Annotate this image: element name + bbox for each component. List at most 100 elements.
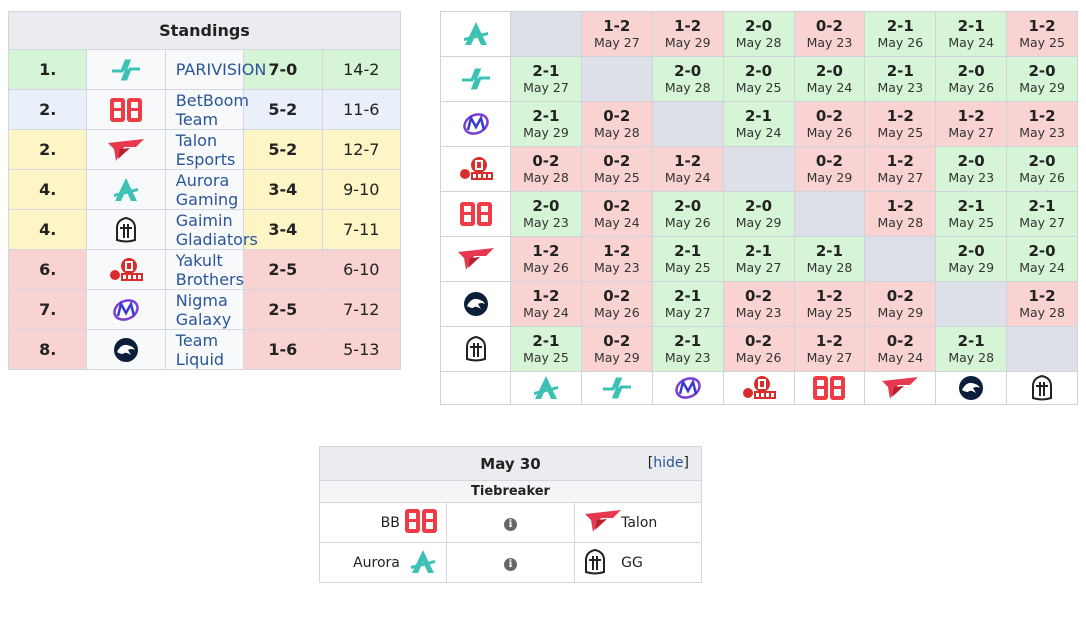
standings-team-link[interactable]: Nigma Galaxy bbox=[164, 289, 245, 330]
nigma-logo-icon[interactable] bbox=[440, 101, 511, 147]
crosstable-cell[interactable]: 2-1 May 23 bbox=[864, 56, 937, 102]
crosstable-cell[interactable]: 0-2 May 24 bbox=[580, 191, 653, 237]
crosstable-cell[interactable]: 1-2 May 23 bbox=[1006, 101, 1078, 147]
liquid-logo-icon[interactable] bbox=[86, 329, 166, 370]
crosstable-cell[interactable]: 2-1 May 27 bbox=[1006, 191, 1078, 237]
crosstable-cell[interactable]: 2-0 May 29 bbox=[1006, 56, 1078, 102]
crosstable-cell[interactable]: 1-2 May 28 bbox=[1006, 281, 1078, 327]
crosstable-cell[interactable]: 1-2 May 24 bbox=[651, 146, 724, 192]
gaimin-logo-icon[interactable] bbox=[583, 548, 617, 578]
crosstable-cell[interactable]: 0-2 May 29 bbox=[864, 281, 937, 327]
crosstable-cell[interactable]: 2-1 May 26 bbox=[864, 11, 937, 57]
liquid-logo-icon[interactable] bbox=[935, 371, 1008, 405]
hide-link[interactable]: hide bbox=[653, 455, 684, 471]
match-date: May 26 bbox=[593, 305, 640, 320]
crosstable-cell[interactable]: 2-0 May 29 bbox=[722, 191, 795, 237]
crosstable-cell[interactable]: 0-2 May 23 bbox=[722, 281, 795, 327]
crosstable-cell[interactable]: 1-2 May 27 bbox=[935, 101, 1008, 147]
parivision-logo-icon[interactable] bbox=[580, 371, 653, 405]
crosstable-cell[interactable]: 1-2 May 24 bbox=[510, 281, 582, 327]
yakult-logo-icon[interactable] bbox=[440, 146, 511, 192]
crosstable-cell[interactable]: 1-2 May 25 bbox=[864, 101, 937, 147]
liquid-logo-icon[interactable] bbox=[440, 281, 511, 327]
crosstable-cell[interactable]: 2-0 May 28 bbox=[651, 56, 724, 102]
betboom-logo-icon[interactable] bbox=[86, 89, 166, 130]
crosstable-cell[interactable]: 1-2 May 27 bbox=[580, 11, 653, 57]
crosstable-cell[interactable]: 0-2 May 26 bbox=[722, 326, 795, 372]
parivision-logo-icon[interactable] bbox=[86, 49, 166, 90]
aurora-logo-icon[interactable] bbox=[510, 371, 582, 405]
info-icon[interactable]: i bbox=[503, 517, 517, 531]
crosstable-cell[interactable]: 1-2 May 27 bbox=[864, 146, 937, 192]
standings-team-link[interactable]: Yakult Brothers bbox=[164, 249, 245, 290]
betboom-logo-icon[interactable] bbox=[440, 191, 511, 237]
crosstable-cell[interactable]: 2-1 May 24 bbox=[722, 101, 795, 147]
standings-team-link[interactable]: Talon Esports bbox=[164, 129, 245, 170]
crosstable-cell[interactable]: 0-2 May 25 bbox=[580, 146, 653, 192]
crosstable-cell[interactable]: 2-0 May 23 bbox=[510, 191, 582, 237]
crosstable-cell[interactable]: 1-2 May 23 bbox=[580, 236, 653, 282]
standings-team-link[interactable]: Gaimin Gladiators bbox=[164, 209, 258, 250]
talon-logo-icon[interactable] bbox=[864, 371, 937, 405]
crosstable-cell[interactable]: 2-0 May 23 bbox=[935, 146, 1008, 192]
yakult-logo-icon[interactable] bbox=[86, 249, 166, 290]
crosstable-cell[interactable]: 2-1 May 23 bbox=[651, 326, 724, 372]
crosstable-cell[interactable]: 2-1 May 28 bbox=[935, 326, 1008, 372]
talon-logo-icon[interactable] bbox=[440, 236, 511, 282]
crosstable-cell[interactable]: 2-1 May 27 bbox=[651, 281, 724, 327]
crosstable-cell[interactable]: 0-2 May 23 bbox=[793, 11, 866, 57]
crosstable-cell[interactable]: 2-1 May 24 bbox=[935, 11, 1008, 57]
aurora-logo-icon[interactable] bbox=[404, 548, 438, 578]
crosstable-cell[interactable]: 2-0 May 28 bbox=[722, 11, 795, 57]
crosstable-cell[interactable]: 2-1 May 25 bbox=[651, 236, 724, 282]
betboom-logo-icon[interactable] bbox=[793, 371, 866, 405]
crosstable-cell[interactable]: 0-2 May 29 bbox=[793, 146, 866, 192]
crosstable-cell[interactable]: 1-2 May 27 bbox=[793, 326, 866, 372]
betboom-logo-icon[interactable] bbox=[404, 508, 438, 538]
aurora-logo-icon[interactable] bbox=[440, 11, 511, 57]
nigma-logo-icon[interactable] bbox=[86, 289, 166, 330]
crosstable-cell[interactable]: 2-1 May 25 bbox=[510, 326, 582, 372]
standings-team-link[interactable]: PARIVISION bbox=[164, 49, 266, 90]
crosstable-cell[interactable]: 2-1 May 27 bbox=[722, 236, 795, 282]
crosstable-cell[interactable]: 2-0 May 24 bbox=[793, 56, 866, 102]
crosstable-cell[interactable]: 1-2 May 25 bbox=[1006, 11, 1078, 57]
crosstable-cell[interactable]: 2-0 May 29 bbox=[935, 236, 1008, 282]
standings-team-link[interactable]: Team Liquid bbox=[164, 329, 245, 370]
crosstable-cell[interactable]: 0-2 May 24 bbox=[864, 326, 937, 372]
nigma-logo-icon[interactable] bbox=[651, 371, 724, 405]
crosstable-cell[interactable]: 2-1 May 29 bbox=[510, 101, 582, 147]
crosstable-cell[interactable]: 2-0 May 26 bbox=[935, 56, 1008, 102]
crosstable-cell[interactable]: 2-0 May 25 bbox=[722, 56, 795, 102]
crosstable-cell[interactable]: 1-2 May 25 bbox=[793, 281, 866, 327]
yakult-logo-icon[interactable] bbox=[722, 371, 795, 405]
gaimin-logo-icon[interactable] bbox=[1006, 371, 1078, 405]
standings-team-link[interactable]: BetBoom Team bbox=[164, 89, 249, 130]
crosstable-cell[interactable]: 0-2 May 28 bbox=[580, 101, 653, 147]
crosstable-cell[interactable]: 2-1 May 25 bbox=[935, 191, 1008, 237]
aurora-logo-icon[interactable] bbox=[86, 169, 166, 210]
info-icon[interactable]: i bbox=[503, 557, 517, 571]
match-date: May 24 bbox=[593, 215, 640, 230]
gaimin-logo-icon[interactable] bbox=[440, 326, 511, 372]
crosstable-cell[interactable]: 0-2 May 28 bbox=[510, 146, 582, 192]
talon-logo-icon[interactable] bbox=[583, 508, 621, 538]
talon-logo-icon[interactable] bbox=[86, 129, 166, 170]
crosstable-cell[interactable]: 0-2 May 26 bbox=[793, 101, 866, 147]
gaimin-logo-icon[interactable] bbox=[86, 209, 166, 250]
crosstable-cell[interactable]: 2-0 May 26 bbox=[651, 191, 724, 237]
match-date: May 26 bbox=[1019, 170, 1065, 185]
crosstable-cell[interactable]: 1-2 May 28 bbox=[864, 191, 937, 237]
crosstable-cell[interactable]: 0-2 May 26 bbox=[580, 281, 653, 327]
match-result: 1-2 bbox=[886, 107, 914, 125]
crosstable-cell[interactable]: 2-1 May 27 bbox=[510, 56, 582, 102]
standings-team-link[interactable]: Aurora Gaming bbox=[164, 169, 245, 210]
crosstable-cell[interactable]: 2-1 May 28 bbox=[793, 236, 866, 282]
match-result: 2-1 bbox=[532, 107, 560, 125]
parivision-logo-icon[interactable] bbox=[440, 56, 511, 102]
crosstable-cell[interactable]: 2-0 May 24 bbox=[1006, 236, 1078, 282]
crosstable-cell[interactable]: 2-0 May 26 bbox=[1006, 146, 1078, 192]
crosstable-cell[interactable]: 0-2 May 29 bbox=[580, 326, 653, 372]
crosstable-cell[interactable]: 1-2 May 29 bbox=[651, 11, 724, 57]
crosstable-cell[interactable]: 1-2 May 26 bbox=[510, 236, 582, 282]
